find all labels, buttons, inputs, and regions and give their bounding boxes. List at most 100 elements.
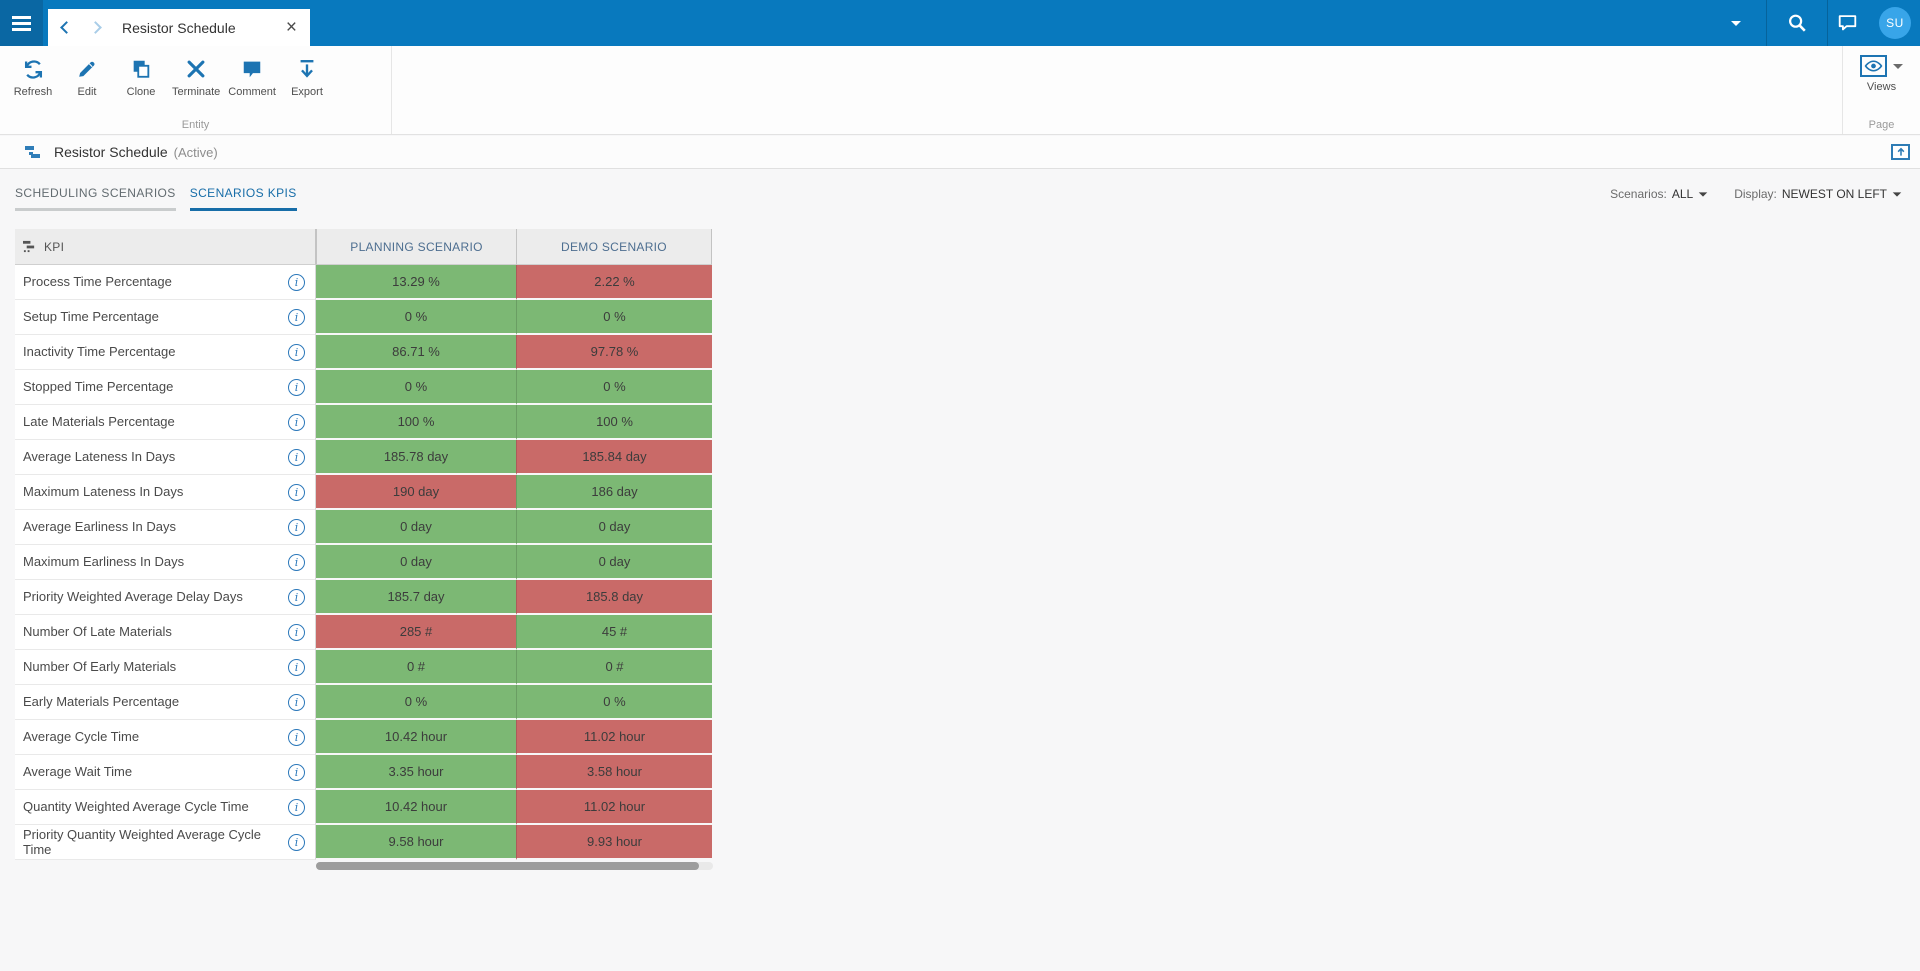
kpi-value-cell: 11.02 hour [516, 720, 712, 755]
kpi-name-cell: Average Wait Time i [15, 755, 316, 790]
toolbar-button-comment[interactable]: Comment [224, 54, 280, 98]
kpi-value-cell: 0 % [316, 300, 516, 335]
kpi-value-cell: 100 % [316, 405, 516, 440]
kpi-comparison-table: KPI PLANNING SCENARIO DEMO SCENARIO Proce… [15, 229, 712, 860]
info-icon[interactable]: i [288, 833, 305, 851]
toolbar-button-terminate[interactable]: Terminate [168, 54, 224, 98]
info-icon[interactable]: i [288, 763, 305, 781]
kpi-value-cell: 186 day [516, 475, 712, 510]
chevron-down-icon [1731, 20, 1741, 26]
search-icon [1789, 14, 1806, 32]
views-button[interactable] [1843, 55, 1920, 77]
kpi-value-cell: 0 day [316, 545, 516, 580]
kpi-value-cell: 285 # [316, 615, 516, 650]
topbar-dropdown-button[interactable] [1719, 20, 1753, 26]
top-app-bar: Resistor Schedule × SU [0, 0, 1920, 46]
kpi-value-cell: 185.7 day [316, 580, 516, 615]
document-tab[interactable]: Resistor Schedule × [48, 9, 310, 46]
kpi-value-cell: 0 % [316, 370, 516, 405]
tab-scheduling-scenarios[interactable]: SCHEDULING SCENARIOS [15, 186, 176, 211]
horizontal-scrollbar[interactable] [316, 862, 713, 870]
display-filter-dropdown[interactable]: NEWEST ON LEFT [1782, 187, 1902, 201]
info-icon[interactable]: i [288, 623, 305, 641]
kpi-label: Average Lateness In Days [23, 449, 176, 465]
tab-title: Resistor Schedule [122, 19, 236, 36]
scenario-column-header-demo-scenario[interactable]: DEMO SCENARIO [516, 229, 712, 265]
scenarios-filter-dropdown[interactable]: ALL [1672, 187, 1708, 201]
back-chevron-icon[interactable] [60, 21, 73, 34]
entity-status: (Active) [173, 144, 218, 160]
info-icon[interactable]: i [288, 308, 305, 326]
kpi-label: Number Of Early Materials [23, 659, 177, 675]
toolbar-button-export[interactable]: Export [280, 54, 334, 98]
toolbar-button-refresh[interactable]: Refresh [6, 54, 60, 98]
forward-chevron-icon[interactable] [89, 21, 102, 34]
kpi-row: Late Materials Percentage i 100 % 100 % [15, 405, 712, 440]
kpi-name-cell: Quantity Weighted Average Cycle Time i [15, 790, 316, 825]
info-icon[interactable]: i [288, 378, 305, 396]
display-filter-label: Display: [1734, 187, 1777, 201]
info-icon[interactable]: i [288, 343, 305, 361]
main-menu-button[interactable] [0, 0, 43, 46]
toolbar-button-clone[interactable]: Clone [114, 54, 168, 98]
kpi-value-cell: 185.8 day [516, 580, 712, 615]
tab-scenarios-kpis[interactable]: SCENARIOS KPIS [189, 186, 297, 211]
kpi-label: Average Cycle Time [23, 729, 140, 745]
kpi-label: Priority Weighted Average Delay Days [23, 589, 243, 605]
scrollbar-thumb[interactable] [316, 862, 699, 870]
info-icon[interactable]: i [288, 728, 305, 746]
kpi-column-header[interactable]: KPI [15, 229, 316, 265]
ribbon-toolbar: Refresh Edit Clone Terminate Comment Export E… [0, 46, 1920, 135]
kpi-value-cell: 0 day [516, 545, 712, 580]
kpi-value-cell: 185.78 day [316, 440, 516, 475]
kpi-row: Stopped Time Percentage i 0 % 0 % [15, 370, 712, 405]
clone-icon [130, 54, 152, 84]
kpi-row: Priority Weighted Average Delay Days i 1… [15, 580, 712, 615]
kpi-value-cell: 3.58 hour [516, 755, 712, 790]
kpi-name-cell: Average Cycle Time i [15, 720, 316, 755]
info-icon[interactable]: i [288, 483, 305, 501]
kpi-label: Early Materials Percentage [23, 694, 180, 710]
chat-button[interactable] [1828, 12, 1865, 34]
close-tab-icon[interactable]: × [285, 17, 297, 38]
info-icon[interactable]: i [288, 553, 305, 571]
export-icon [296, 54, 318, 84]
toolbar-button-edit[interactable]: Edit [60, 54, 114, 98]
kpi-row: Maximum Earliness In Days i 0 day 0 day [15, 545, 712, 580]
kpi-row: Average Cycle Time i 10.42 hour 11.02 hou… [15, 720, 712, 755]
scenario-column-header-planning-scenario[interactable]: PLANNING SCENARIO [316, 229, 516, 265]
kpi-value-cell: 13.29 % [316, 265, 516, 300]
kpi-row: Number Of Late Materials i 285 #45 # [15, 615, 712, 650]
schedule-icon [25, 145, 40, 158]
comment-icon [241, 54, 263, 84]
info-icon[interactable]: i [288, 273, 305, 291]
kpi-label: Average Earliness In Days [23, 519, 176, 535]
kpi-row: Early Materials Percentage i 0 % 0 % [15, 685, 712, 720]
views-label: Views [1866, 81, 1897, 93]
info-icon[interactable]: i [288, 693, 305, 711]
info-icon[interactable]: i [288, 658, 305, 676]
kpi-label: Quantity Weighted Average Cycle Time [23, 799, 249, 815]
info-icon[interactable]: i [288, 413, 305, 431]
info-icon[interactable]: i [288, 448, 305, 466]
kpi-value-cell: 9.93 hour [516, 825, 712, 860]
kpi-label: Process Time Percentage [23, 274, 172, 290]
refresh-icon [22, 54, 45, 84]
search-button[interactable] [1767, 12, 1827, 34]
toolbar-button-label: Export [291, 86, 323, 98]
user-avatar[interactable]: SU [1879, 7, 1911, 39]
kpi-label: Average Wait Time [23, 764, 133, 780]
page-toolbar-group: Views Page [1842, 46, 1920, 134]
info-icon[interactable]: i [288, 518, 305, 536]
expand-panel-button[interactable] [1891, 144, 1910, 160]
kpi-label: Maximum Earliness In Days [23, 554, 185, 570]
eye-icon [1864, 60, 1883, 72]
kpi-value-cell: 185.84 day [516, 440, 712, 475]
toolbar-buttons: Refresh Edit Clone Terminate Comment Export [0, 46, 391, 98]
kpi-row: Average Earliness In Days i 0 day 0 day [15, 510, 712, 545]
chevron-down-icon [1698, 191, 1708, 197]
info-icon[interactable]: i [288, 588, 305, 606]
info-icon[interactable]: i [288, 798, 305, 816]
kpi-name-cell: Number Of Late Materials i [15, 615, 316, 650]
kpi-name-cell: Priority Quantity Weighted Average Cycle… [15, 825, 316, 860]
